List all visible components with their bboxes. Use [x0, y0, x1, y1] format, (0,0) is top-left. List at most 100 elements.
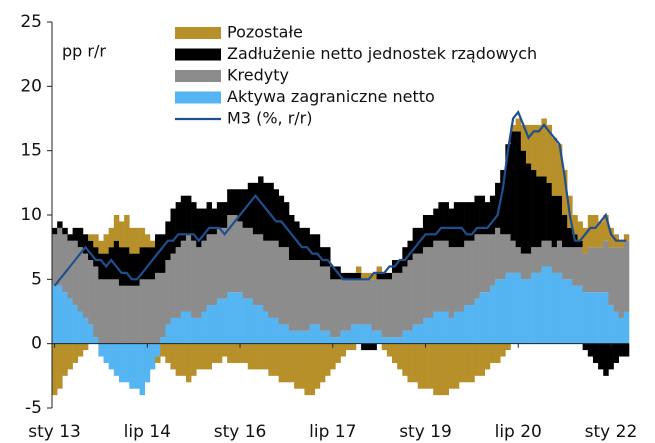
bar-segment [392, 272, 398, 338]
bar-segment [88, 240, 94, 261]
bar-segment [330, 279, 336, 338]
bar-segment [443, 311, 449, 344]
bar-segment [57, 285, 63, 344]
bar-segment [77, 343, 84, 357]
bar-segment [139, 247, 146, 280]
bar-segment [598, 247, 604, 293]
bar-segment [160, 343, 166, 357]
bar-segment [412, 343, 419, 383]
y-tick-label: 0 [31, 334, 42, 354]
bar-segment [371, 330, 377, 344]
bar-segment [355, 266, 362, 273]
bar-segment [242, 343, 249, 363]
legend-swatch [175, 91, 221, 104]
bar-segment [443, 202, 449, 241]
bar-segment [407, 260, 413, 331]
bar-segment [206, 234, 213, 306]
x-tick-label: lip 17 [309, 422, 356, 442]
bar-segment [165, 343, 171, 363]
bar-segment [453, 247, 460, 312]
bar-segment [170, 253, 176, 318]
bar-segment [72, 343, 79, 363]
bar-segment [252, 305, 259, 344]
bar-segment [139, 227, 146, 248]
bar-segment [108, 343, 115, 370]
bar-segment [216, 202, 223, 228]
legend-label: M3 (%, r/r) [227, 109, 312, 128]
bar-segment [206, 202, 213, 235]
bar-segment [165, 260, 171, 325]
bar-segment [536, 124, 542, 177]
bar-segment [412, 253, 419, 325]
bar-segment [412, 227, 419, 254]
bar-segment [515, 247, 522, 273]
bar-segment [294, 260, 300, 331]
bar-segment [603, 292, 609, 344]
bar-segment [180, 195, 187, 241]
y-tick-label: 5 [31, 269, 42, 289]
bar-segment [278, 247, 285, 325]
bar-segment [500, 234, 506, 280]
bar-segment [350, 343, 357, 351]
bar-segment [283, 202, 290, 248]
bar-segment [67, 298, 73, 344]
bar-segment [52, 227, 58, 235]
bar-segment [556, 272, 563, 344]
bar-segment [546, 240, 553, 267]
bar-segment [149, 279, 156, 344]
bar-segment [495, 279, 501, 344]
bar-segment [397, 337, 403, 344]
bar-segment [191, 343, 197, 376]
bar-segment [397, 260, 403, 273]
bar-segment [618, 317, 625, 344]
bar-segment [340, 330, 346, 344]
legend-label: Aktywa zagraniczne netto [227, 87, 435, 106]
bar-segment [299, 330, 305, 344]
bar-segment [474, 195, 480, 235]
bar-segment [57, 221, 63, 228]
bar-segment [520, 150, 527, 254]
bar-segment [134, 253, 140, 286]
bar-segment [263, 311, 269, 344]
bar-segment [180, 311, 187, 344]
bar-segment [258, 176, 264, 235]
bar-segment [613, 343, 619, 363]
bar-segment [350, 324, 357, 344]
bar-segment [422, 215, 429, 248]
bar-segment [196, 317, 202, 344]
bar-segment [474, 234, 480, 299]
bar-segment [510, 240, 516, 273]
bar-segment [495, 182, 501, 228]
bar-segment [252, 343, 259, 370]
bar-segment [77, 227, 84, 248]
bar-segment [88, 260, 94, 325]
bar-segment [489, 195, 496, 235]
bar-segment [366, 324, 372, 344]
bar-segment [355, 279, 362, 325]
bar-segment [201, 208, 207, 241]
bar-segment [232, 292, 238, 344]
bar-segment [402, 247, 408, 267]
x-tick-label: sty 13 [28, 422, 81, 442]
legend-label: Pozostałe [227, 23, 303, 42]
bar-segment [258, 343, 264, 370]
y-axis-label: pp r/r [62, 42, 106, 61]
bar-segment [134, 285, 140, 344]
bar-segment [582, 292, 589, 344]
bar-segment [144, 343, 151, 383]
bar-segment [587, 343, 594, 357]
x-tick-label: sty 16 [214, 422, 267, 442]
bar-segment [129, 285, 135, 344]
bar-segment [216, 298, 223, 344]
bar-segment [495, 227, 501, 280]
bar-segment [175, 202, 182, 248]
bar-segment [325, 330, 331, 344]
bar-segment [608, 227, 614, 248]
bar-segment [129, 343, 135, 389]
bar-segment [335, 337, 341, 344]
bar-segment [294, 343, 300, 389]
bar-segment [464, 240, 470, 306]
bar-segment [567, 279, 573, 344]
bar-segment [232, 189, 238, 215]
bar-segment [314, 324, 321, 344]
